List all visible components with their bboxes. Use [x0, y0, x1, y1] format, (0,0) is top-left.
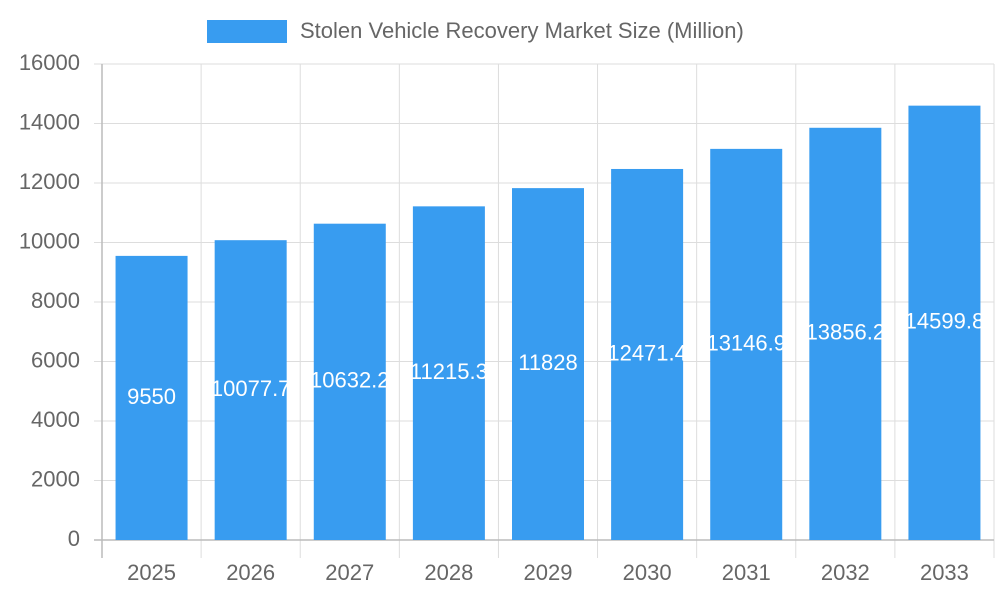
x-tick-label: 2028 — [424, 560, 473, 585]
y-tick-label: 2000 — [31, 466, 80, 491]
y-tick-label: 4000 — [31, 407, 80, 432]
bar — [512, 188, 584, 540]
x-tick-label: 2030 — [623, 560, 672, 585]
value-label: 11828 — [518, 350, 578, 375]
bar — [313, 223, 386, 540]
value-label: 13146.9 — [706, 330, 786, 355]
bar — [412, 206, 485, 540]
y-tick-label: 16000 — [19, 50, 80, 75]
value-label: 12471.4 — [607, 340, 687, 365]
x-tick-label: 2032 — [821, 560, 870, 585]
bar — [908, 105, 981, 541]
x-tick-label: 2029 — [524, 560, 573, 585]
bar — [115, 255, 188, 540]
bar — [611, 168, 684, 541]
value-label: 13856.2 — [806, 320, 886, 345]
y-tick-label: 8000 — [31, 288, 80, 313]
y-tick-label: 12000 — [19, 169, 80, 194]
x-tick-label: 2025 — [127, 560, 176, 585]
bar — [809, 127, 882, 541]
y-tick-label: 0 — [68, 526, 80, 551]
value-label: 10077.7 — [211, 376, 291, 401]
value-label: 14599.8 — [905, 309, 985, 334]
y-tick-label: 10000 — [19, 228, 80, 253]
bar — [710, 148, 783, 540]
x-tick-label: 2026 — [226, 560, 275, 585]
x-tick-label: 2031 — [722, 560, 771, 585]
y-tick-label: 6000 — [31, 347, 80, 372]
value-label: 10632.2 — [310, 368, 390, 393]
y-tick-label: 14000 — [19, 109, 80, 134]
bar — [214, 240, 287, 541]
x-tick-label: 2033 — [920, 560, 969, 585]
value-label: 11215.3 — [410, 359, 488, 384]
value-label: 9550 — [127, 384, 176, 409]
x-tick-label: 2027 — [325, 560, 374, 585]
legend-label: Stolen Vehicle Recovery Market Size (Mil… — [300, 18, 744, 43]
legend-swatch — [207, 20, 287, 43]
